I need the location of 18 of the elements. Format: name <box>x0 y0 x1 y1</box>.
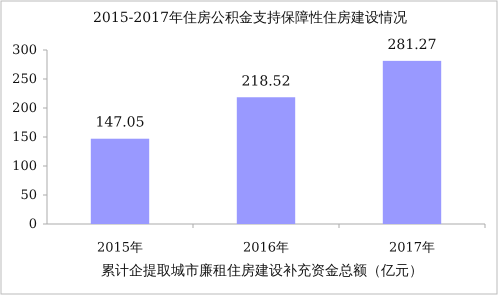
y-tick-label: 50 <box>20 188 37 204</box>
y-tick-label: 100 <box>12 159 37 174</box>
x-tick-label: 2015年 <box>96 240 144 256</box>
y-tick-label: 150 <box>12 130 37 146</box>
x-axis-title: 累计企提取城市廉租住房建设补充资金总额（亿元） <box>101 263 423 279</box>
data-label: 281.27 <box>388 36 436 53</box>
y-tick-label: 200 <box>12 101 37 116</box>
x-tick-label: 2016年 <box>242 240 290 256</box>
data-label: 218.52 <box>242 73 290 90</box>
bar <box>90 138 150 224</box>
y-tick-label: 300 <box>12 43 37 58</box>
y-tick-label: 250 <box>12 72 37 88</box>
data-label: 147.05 <box>96 114 144 131</box>
bar <box>382 60 442 224</box>
bar <box>236 97 296 224</box>
x-tick-label: 2017年 <box>388 240 436 256</box>
y-tick-label: 0 <box>28 217 37 232</box>
chart-title: 2015-2017年住房公积金支持保障性住房建设情况 <box>93 10 407 26</box>
